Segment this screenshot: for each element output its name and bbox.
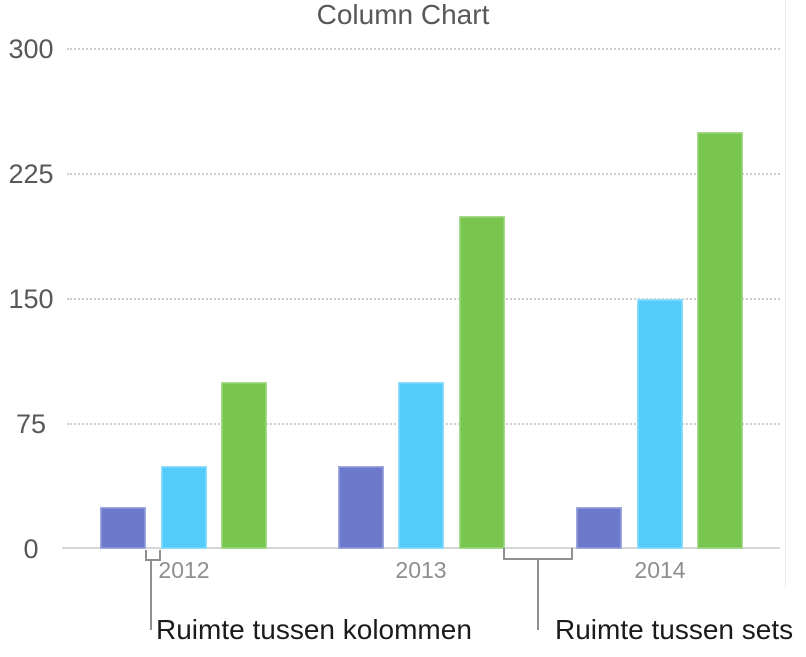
- y-axis-tick-label-150: 150: [8, 284, 54, 314]
- gap-between-sets-callout-line: [537, 559, 539, 630]
- gridline-300: [67, 48, 780, 50]
- gap-between-columns-bracket-icon: [145, 550, 161, 561]
- bar-purple-2014: [576, 507, 622, 549]
- bar-green-2012: [221, 382, 267, 549]
- chart-title: Column Chart: [316, 0, 490, 30]
- bar-blue-2014: [637, 299, 683, 549]
- y-axis-tick-label-0: 0: [23, 534, 39, 564]
- bar-blue-2013: [398, 382, 444, 549]
- gap-between-sets-annotation: Ruimte tussen sets: [555, 614, 794, 645]
- plot-right-border-line: [785, 0, 786, 588]
- y-axis-tick-label-300: 300: [8, 34, 54, 64]
- bar-green-2014: [697, 132, 743, 549]
- bar-purple-2013: [338, 466, 384, 549]
- gap-between-columns-annotation: Ruimte tussen kolommen: [156, 614, 472, 645]
- bar-green-2013: [459, 216, 505, 549]
- gridline-150: [67, 298, 780, 300]
- x-axis-tick-label-2013: 2013: [395, 557, 447, 583]
- y-axis-tick-label-225: 225: [8, 159, 54, 189]
- bar-purple-2012: [100, 507, 146, 549]
- gap-between-columns-callout-line: [150, 560, 152, 630]
- x-axis-tick-label-2014: 2014: [634, 557, 686, 583]
- bar-blue-2012: [161, 466, 207, 549]
- gridline-225: [67, 173, 780, 175]
- y-axis-tick-label-75: 75: [15, 409, 47, 439]
- x-axis-tick-label-2012: 2012: [158, 557, 210, 583]
